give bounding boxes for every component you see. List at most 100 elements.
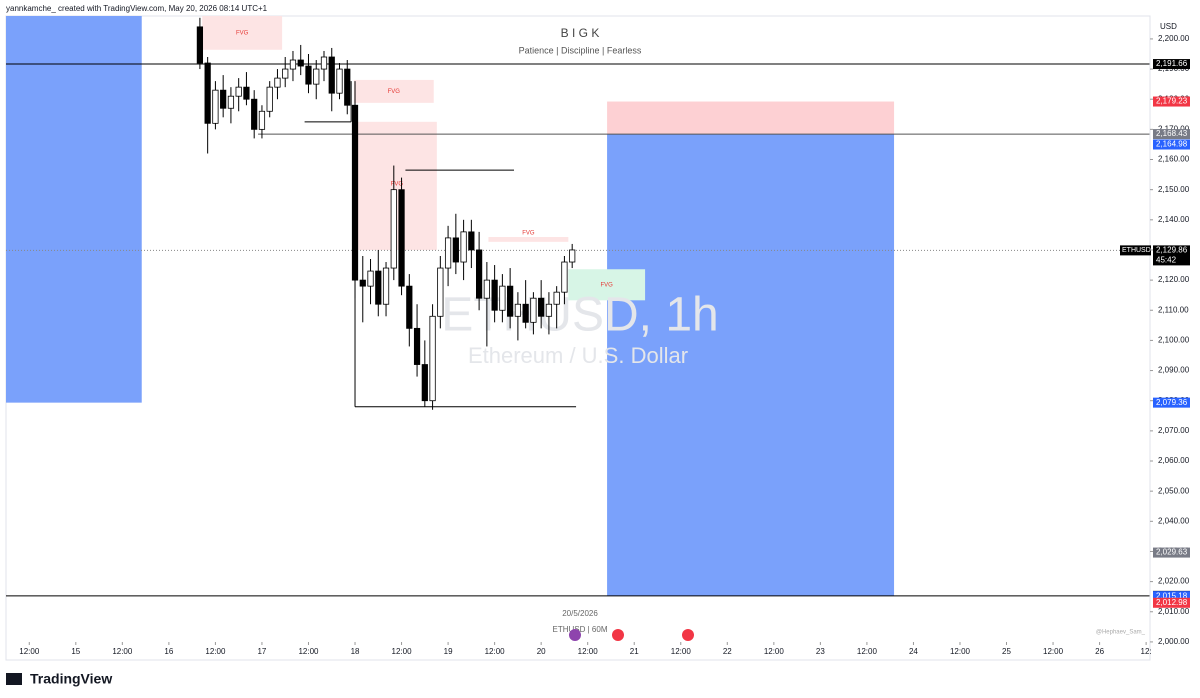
candle-body — [328, 56, 335, 94]
price-label: 2,029.63 — [1156, 548, 1188, 557]
candle-body — [522, 303, 529, 323]
x-tick-label: 23 — [816, 647, 825, 656]
x-tick-label: 12: — [1141, 647, 1152, 656]
y-tick-label: 2,010.00 — [1158, 607, 1190, 616]
y-tick-label: 2,140.00 — [1158, 215, 1190, 224]
x-tick-label: 18 — [351, 647, 360, 656]
x-tick-label: 21 — [630, 647, 639, 656]
price-label-box — [1153, 397, 1190, 408]
candle-body — [429, 315, 436, 402]
y-tick-label: 2,150.00 — [1158, 185, 1190, 194]
x-tick-label: 12:00 — [578, 647, 599, 656]
zones: FVG FVG FVG FVG FVG — [6, 16, 895, 596]
candle-body — [406, 285, 413, 329]
symbol-tag-box — [1120, 245, 1151, 256]
price-label: 2,015.18 — [1156, 591, 1188, 600]
candle-body — [235, 86, 242, 97]
candle-body — [398, 189, 405, 287]
zone — [202, 16, 283, 50]
y-tick-label: 2,050.00 — [1158, 486, 1190, 495]
y-tick-label: 2,000.00 — [1158, 637, 1190, 646]
zone-label: FVG — [522, 231, 535, 237]
candle-body — [545, 303, 553, 317]
lines — [6, 63, 1150, 597]
price-label: 2,012.98 — [1156, 598, 1188, 607]
event-icon[interactable] — [569, 629, 581, 641]
x-tick-label: 16 — [164, 647, 173, 656]
x-tick-label: 20 — [537, 647, 546, 656]
zone — [488, 236, 569, 242]
zone — [607, 101, 895, 135]
zone-label: FVG — [236, 30, 249, 36]
y-tick-label: 2,110.00 — [1158, 305, 1189, 314]
candle-body — [305, 65, 312, 85]
x-tick-label: 12:00 — [19, 647, 40, 656]
candle-body — [437, 267, 444, 317]
candle-body — [483, 279, 490, 299]
event-icon[interactable] — [682, 629, 694, 641]
x-tick-label: 22 — [723, 647, 732, 656]
zone — [607, 134, 895, 596]
x-tick-label: 12:00 — [950, 647, 971, 656]
symbol-note: ETHUSD | 60M — [553, 625, 608, 634]
y-tick-label: 2,160.00 — [1158, 155, 1190, 164]
zone — [353, 79, 434, 103]
price-label: 2,079.36 — [1156, 398, 1188, 407]
price-label-box — [1153, 597, 1190, 608]
candle-body — [351, 104, 359, 281]
candle-body — [514, 303, 522, 317]
x-tick-label: 12:00 — [485, 647, 506, 656]
price-label: 2,129.86 — [1156, 245, 1188, 254]
credit: @Hephaev_Sam_ — [1096, 630, 1146, 636]
candle-body — [499, 285, 506, 311]
x-tick-label: 26 — [1095, 647, 1104, 656]
candle-body — [569, 249, 576, 263]
x-tick-label: 19 — [444, 647, 453, 656]
title: B I G K — [561, 26, 600, 40]
currency: USD — [1160, 22, 1177, 31]
x-tick-label: 12:00 — [205, 647, 226, 656]
x-tick-label: 25 — [1002, 647, 1011, 656]
price-label-box — [1153, 139, 1190, 150]
price-label-box — [1153, 96, 1190, 107]
x-tick-label: 12:00 — [112, 647, 133, 656]
event-icon[interactable] — [612, 629, 624, 641]
x-tick-label: 12:00 — [764, 647, 785, 656]
price-labels: 2,191.66 2,179.23 2,168.43 2,164.98 2,129.86… — [1120, 59, 1190, 608]
price-label-box — [1153, 245, 1190, 266]
candle-body — [491, 279, 498, 311]
candle-body — [297, 59, 304, 67]
y-tick-label: 2,100.00 — [1158, 336, 1190, 345]
price-label-box — [1153, 547, 1190, 558]
candle-body — [390, 189, 397, 269]
x-tick-label: 24 — [909, 647, 918, 656]
candle-body — [274, 77, 281, 88]
candle-body — [553, 291, 560, 305]
candle-body — [336, 68, 343, 94]
countdown: 45:42 — [1156, 255, 1177, 264]
y-tick-label: 2,200.00 — [1158, 34, 1190, 43]
candle-body — [375, 270, 382, 305]
header: yannkamche_ created with TradingView.com… — [6, 4, 268, 13]
candle-body — [367, 270, 374, 287]
zone-label: FVG — [601, 282, 614, 288]
price-label: 2,179.23 — [1156, 97, 1188, 106]
candle-body — [251, 98, 258, 130]
candle-body — [282, 68, 289, 79]
y-tick-label: 2,120.00 — [1158, 275, 1190, 284]
price-label: 2,164.98 — [1156, 140, 1188, 149]
candle-body — [289, 59, 297, 70]
candles — [196, 17, 576, 410]
candle-body — [320, 56, 328, 70]
zone — [568, 269, 646, 301]
y-tick-label: 2,170.00 — [1158, 124, 1190, 133]
candle-body — [530, 297, 537, 323]
x-tick-label: 12:00 — [857, 647, 878, 656]
candle-body — [227, 95, 235, 109]
candle-body — [243, 86, 250, 100]
y-tick-label: 2,060.00 — [1158, 456, 1190, 465]
watermark: ETHUSD, 1h — [441, 289, 718, 342]
